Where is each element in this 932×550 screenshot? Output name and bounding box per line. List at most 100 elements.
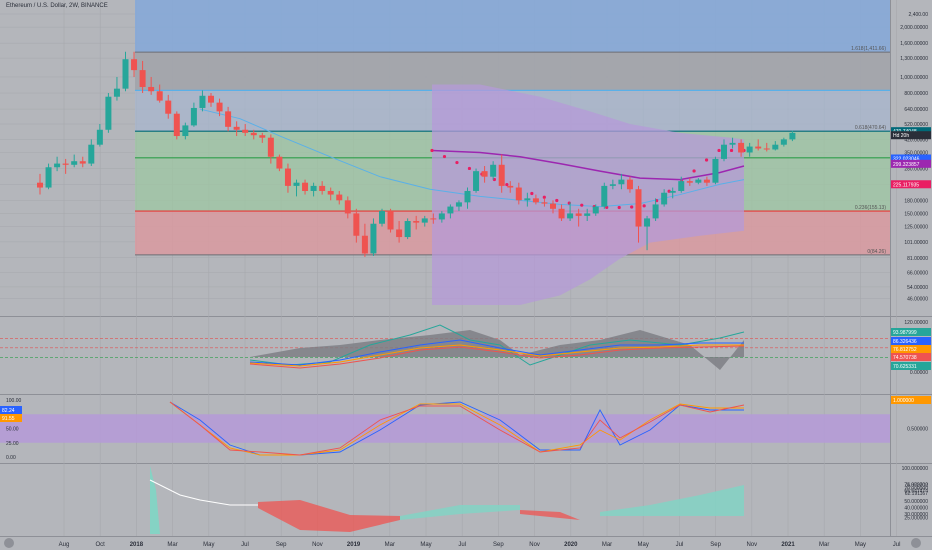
candle-body xyxy=(421,218,428,223)
candle-body xyxy=(37,182,43,188)
hist-tick-label: 50.000000 xyxy=(904,499,928,505)
price-tick-label: 2,400.00 xyxy=(909,12,929,18)
candle-body xyxy=(302,182,309,191)
stoch-tick-label: 0.00 xyxy=(6,455,16,461)
candle-body xyxy=(601,185,608,207)
osc-value-badge xyxy=(891,328,931,336)
candles[interactable] xyxy=(37,51,796,257)
hist-area-teal xyxy=(150,466,160,534)
candle-body xyxy=(447,206,454,214)
candle-body xyxy=(635,189,642,227)
osc-tick-label: 0.00000 xyxy=(910,370,928,376)
candle-body xyxy=(644,218,651,227)
time-tick-label: Mar xyxy=(167,542,177,548)
candle-body xyxy=(678,181,685,191)
candle-body xyxy=(464,190,471,203)
candle-body xyxy=(250,132,257,136)
candle-body xyxy=(319,185,326,191)
candle-body xyxy=(558,208,565,219)
settings-gear-icon[interactable] xyxy=(4,538,14,548)
osc-value-text: 74.570738 xyxy=(893,355,917,361)
candle-body xyxy=(455,202,462,207)
candle-body xyxy=(284,168,291,186)
stoch-right-value-text: 1.000000 xyxy=(893,398,914,404)
price-tick-label: 1,000.00000 xyxy=(900,75,928,81)
candle-body xyxy=(387,211,394,230)
time-tick-label: May xyxy=(203,542,214,548)
candle-body xyxy=(430,218,437,220)
time-axis-background xyxy=(0,536,932,550)
stoch-tick-label: 25.00 xyxy=(6,441,19,447)
time-tick-label: Nov xyxy=(312,542,323,548)
candle-body xyxy=(54,163,61,168)
hist-tick-label: 70.000000 xyxy=(904,486,928,492)
price-tick-label: 800.00000 xyxy=(904,91,928,97)
hist-area-teal xyxy=(600,485,744,516)
time-tick-label: Jul xyxy=(458,542,466,548)
price-label-badge xyxy=(891,127,931,136)
candle-body xyxy=(199,95,206,108)
time-tick-label: Oct xyxy=(96,542,106,548)
hist-tick-label: 75.000000 xyxy=(904,483,928,489)
candle-body xyxy=(404,221,411,238)
candle-body xyxy=(541,202,548,204)
candle-body xyxy=(524,198,531,201)
time-tick-label: May xyxy=(420,542,431,548)
candle-body xyxy=(755,146,762,149)
candle-body xyxy=(293,182,300,186)
stoch-tick-label: 50.00 xyxy=(6,427,19,433)
dotted-indicator-point xyxy=(580,203,584,207)
dotted-indicator-point xyxy=(617,205,621,210)
hist-tick-label: 100.000000 xyxy=(902,466,929,472)
candle-body xyxy=(703,179,710,183)
candle-body xyxy=(344,200,351,214)
candle-body xyxy=(592,206,599,214)
time-tick-label: Nov xyxy=(746,542,757,548)
candle-body xyxy=(122,59,129,89)
dotted-indicator-point xyxy=(442,154,447,159)
fib-level-label: 1.618(1,411.66) xyxy=(851,46,886,52)
osc-line xyxy=(249,344,744,367)
hist-tick-label: 40.000000 xyxy=(904,506,928,512)
dotted-indicator-point xyxy=(704,158,709,162)
time-tick-label: May xyxy=(638,542,649,548)
osc-value-badge xyxy=(891,362,931,370)
time-tick-label: 2018 xyxy=(130,542,144,548)
price-tick-label: 150.00000 xyxy=(904,211,928,217)
candle-body xyxy=(438,213,445,220)
candle-body xyxy=(148,86,155,92)
osc-value-text: 76.812752 xyxy=(893,347,917,353)
stoch-band xyxy=(0,414,890,443)
price-tick-label: 2,000.00000 xyxy=(900,25,928,31)
candle-body xyxy=(550,203,556,209)
time-tick-label: Sep xyxy=(276,542,287,548)
price-label-text: 322.023046 xyxy=(893,156,920,162)
candle-body xyxy=(609,184,616,186)
axes: Aug Oct 2018 Mar May Jul Sep Nov 2019 Mar May Jul Se… xyxy=(59,12,931,548)
candle-body xyxy=(669,190,676,193)
fib-level-label: 0(84.26) xyxy=(867,249,886,255)
candle-body xyxy=(336,194,343,201)
candle-body xyxy=(310,185,317,191)
candle-body xyxy=(225,111,232,127)
candle-body xyxy=(79,161,86,164)
hist-tick-label: 62.191167 xyxy=(905,491,928,497)
time-tick-label: Jul xyxy=(893,542,901,548)
stoch-right-tick-label: 0.500000 xyxy=(907,427,928,433)
scale-options-icon[interactable] xyxy=(911,538,921,548)
time-tick-label: 2021 xyxy=(781,542,795,548)
candle-body xyxy=(763,148,770,150)
candle-body xyxy=(139,70,146,87)
dotted-indicator-point xyxy=(455,160,459,165)
dotted-indicator-point xyxy=(630,205,634,209)
candle-body xyxy=(216,102,223,112)
time-tick-label: Sep xyxy=(493,542,504,548)
hist-tick-label: 74.972702 xyxy=(904,483,928,489)
time-tick-label: Aug xyxy=(59,542,70,548)
dotted-indicator-point xyxy=(505,182,509,187)
stoch-right-value-badge xyxy=(891,396,931,404)
price-tick-label: 280.00000 xyxy=(904,167,928,173)
candle-body xyxy=(131,59,138,71)
candle-body xyxy=(515,187,522,201)
